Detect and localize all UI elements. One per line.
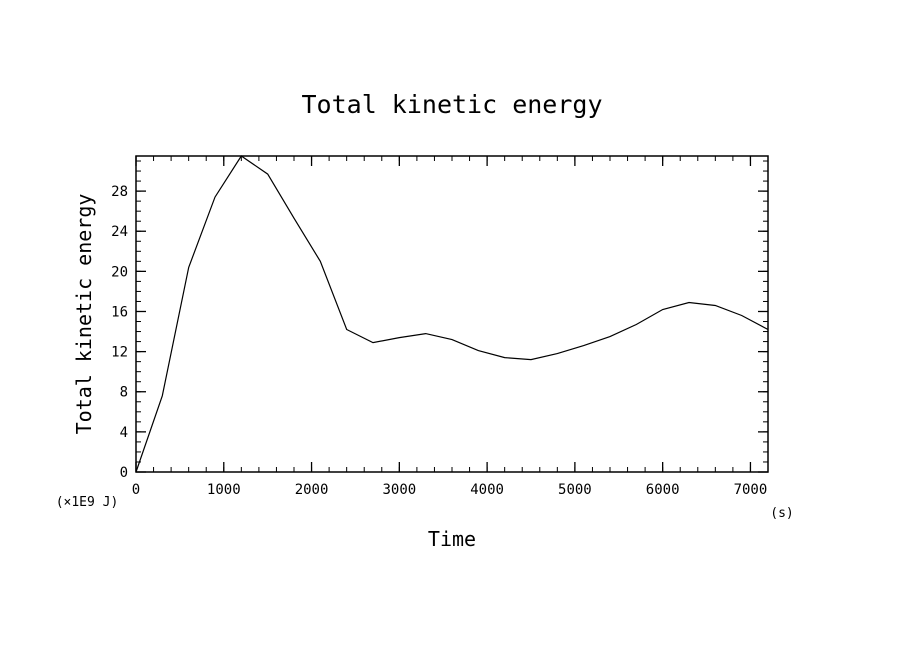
y-tick-labels: 0 4 8 12 16 20 24 28 xyxy=(111,184,128,481)
major-ticks xyxy=(135,156,768,473)
x-tick-labels: 0 1000 2000 3000 4000 5000 6000 7000 xyxy=(132,482,768,498)
y-axis-label: Total kinetic energy xyxy=(72,194,96,435)
plot-frame xyxy=(135,155,769,473)
y-tick-label: 20 xyxy=(111,264,128,280)
series-line xyxy=(135,155,769,473)
y-tick-label: 4 xyxy=(120,425,128,441)
minor-ticks xyxy=(135,156,769,473)
x-tick-label: 6000 xyxy=(646,482,680,498)
x-axis-label: Time xyxy=(428,527,476,551)
x-tick-label: 2000 xyxy=(295,482,329,498)
x-tick-label: 0 xyxy=(132,482,140,498)
y-tick-label: 28 xyxy=(111,184,128,200)
y-unit-label: (×1E9 J) xyxy=(56,495,119,510)
y-tick-label: 0 xyxy=(120,465,128,481)
x-tick-label: 5000 xyxy=(558,482,592,498)
x-unit-label: (s) xyxy=(770,506,793,521)
y-tick-label: 16 xyxy=(111,304,128,320)
x-tick-label: 1000 xyxy=(207,482,241,498)
y-tick-label: 8 xyxy=(120,385,128,401)
x-tick-label: 4000 xyxy=(470,482,504,498)
y-tick-label: 12 xyxy=(111,345,128,361)
chart-title: Total kinetic energy xyxy=(301,90,602,119)
y-tick-label: 24 xyxy=(111,224,128,240)
x-tick-label: 7000 xyxy=(734,482,768,498)
x-tick-label: 3000 xyxy=(382,482,416,498)
